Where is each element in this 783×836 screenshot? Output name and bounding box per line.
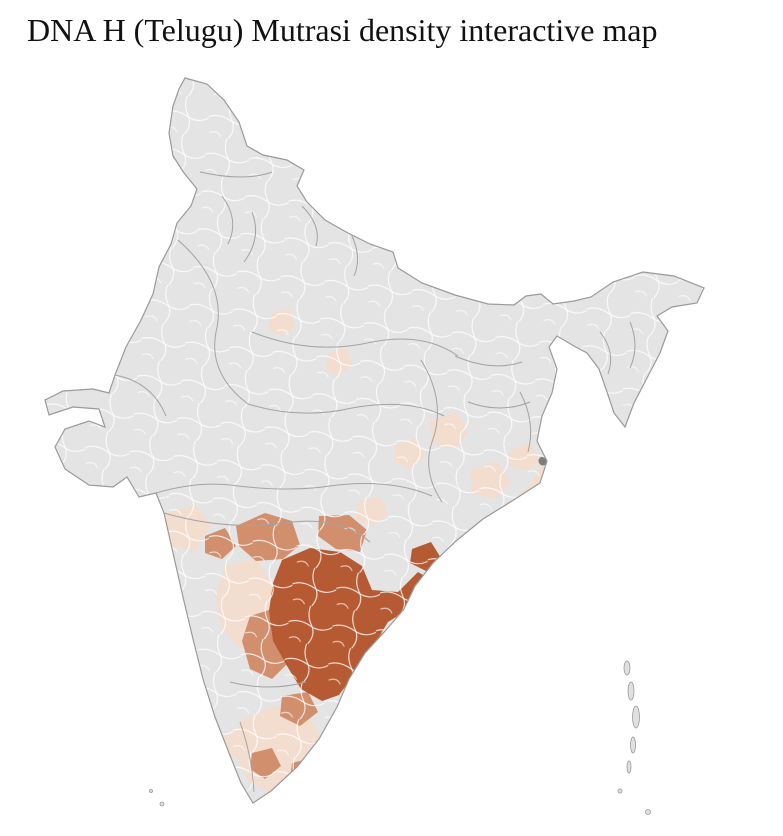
lakshadweep-islands[interactable] <box>149 789 165 807</box>
map-title: DNA H (Telugu) Mutrasi density interacti… <box>27 12 658 48</box>
density-region-low-assam[interactable] <box>665 314 695 337</box>
state-boundaries <box>114 171 636 793</box>
urban-patch-west <box>45 419 52 427</box>
andaman-islands[interactable] <box>617 660 651 815</box>
india-outline <box>44 77 705 804</box>
